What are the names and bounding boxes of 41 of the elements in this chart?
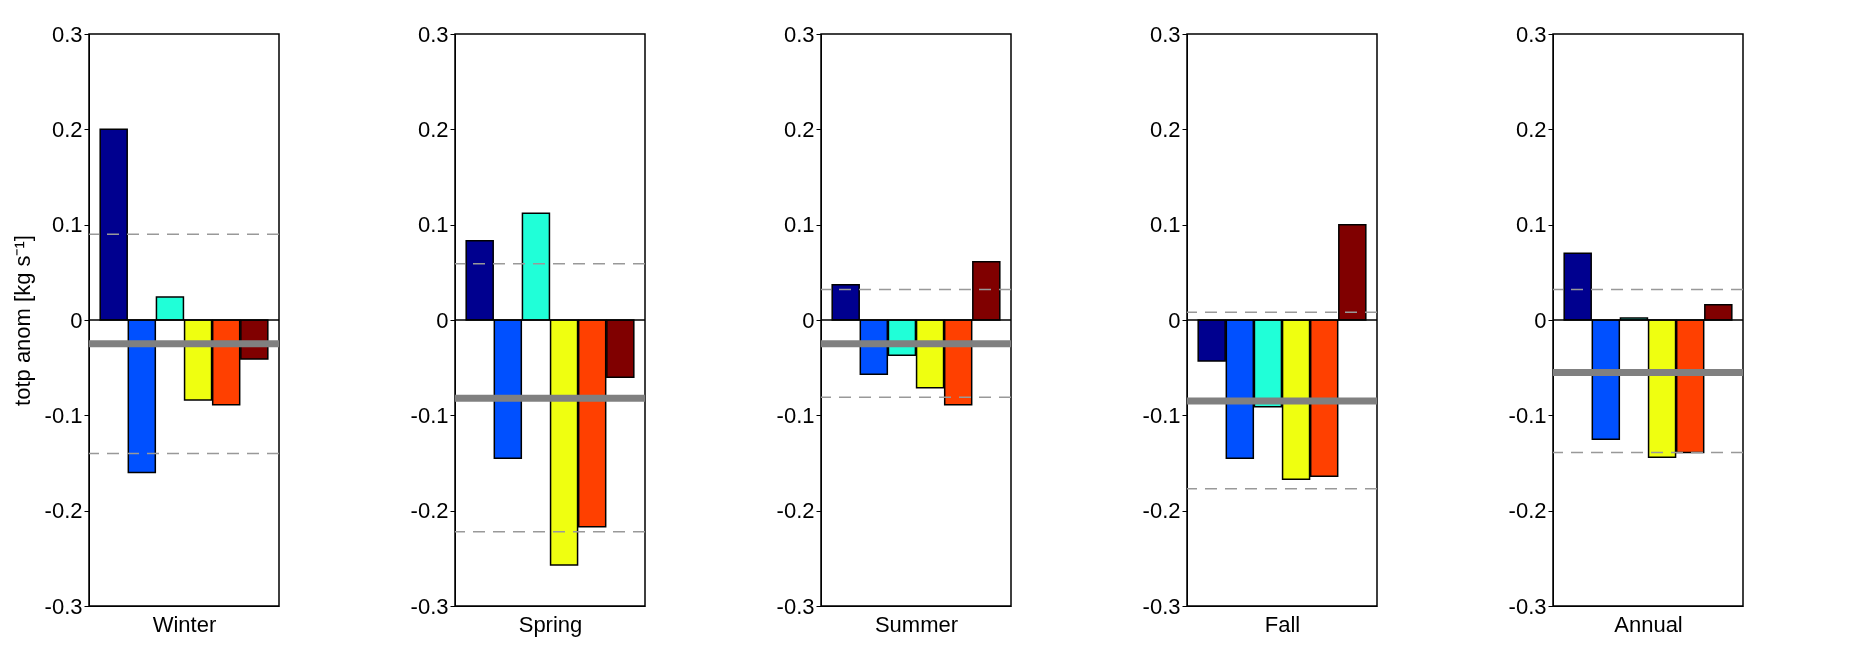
y-tick-label: 0.2 [1515, 116, 1547, 142]
y-tick-label: 0.1 [417, 212, 449, 238]
x-axis-title: Summer [874, 611, 959, 637]
y-tick-label: -0.3 [410, 593, 449, 619]
y-tick-label: -0.1 [410, 402, 449, 428]
y-tick-label: -0.1 [776, 402, 815, 428]
y-tick-label: 0.2 [417, 116, 449, 142]
y-tick-label: -0.1 [44, 402, 83, 428]
y-tick-label: 0 [436, 307, 449, 333]
y-tick-label: 0.1 [783, 212, 815, 238]
x-axis-title: Spring [518, 611, 583, 637]
y-tick-label: -0.2 [1142, 498, 1181, 524]
y-tick-label: 0.2 [1149, 116, 1181, 142]
y-tick-label: -0.1 [1142, 402, 1181, 428]
y-axis-title: totp anom [kg s⁻¹] [9, 235, 35, 406]
y-tick-label: 0.3 [417, 21, 449, 47]
x-axis-title: Winter [152, 611, 217, 637]
y-tick-label: -0.2 [776, 498, 815, 524]
y-tick-label: 0 [1168, 307, 1181, 333]
y-tick-label: 0 [70, 307, 83, 333]
y-tick-label: 0.2 [783, 116, 815, 142]
y-tick-label: -0.1 [1508, 402, 1547, 428]
y-tick-label: 0.3 [1149, 21, 1181, 47]
x-axis-title: Fall [1264, 611, 1301, 637]
y-tick-label: 0.1 [51, 212, 83, 238]
y-tick-label: -0.3 [1508, 593, 1547, 619]
y-tick-label: -0.2 [1508, 498, 1547, 524]
y-tick-label: 0.1 [1149, 212, 1181, 238]
y-tick-label: 0.3 [783, 21, 815, 47]
y-tick-label: 0.1 [1515, 212, 1547, 238]
y-tick-label: 0.3 [51, 21, 83, 47]
y-tick-label: -0.2 [44, 498, 83, 524]
y-tick-label: 0.3 [1515, 21, 1547, 47]
y-tick-label: -0.2 [410, 498, 449, 524]
y-tick-label: 0 [802, 307, 815, 333]
y-tick-label: -0.3 [44, 593, 83, 619]
y-tick-label: 0.2 [51, 116, 83, 142]
y-tick-label: -0.3 [1142, 593, 1181, 619]
x-axis-title: Annual [1614, 611, 1683, 637]
y-tick-label: 0 [1534, 307, 1547, 333]
y-tick-label: -0.3 [776, 593, 815, 619]
